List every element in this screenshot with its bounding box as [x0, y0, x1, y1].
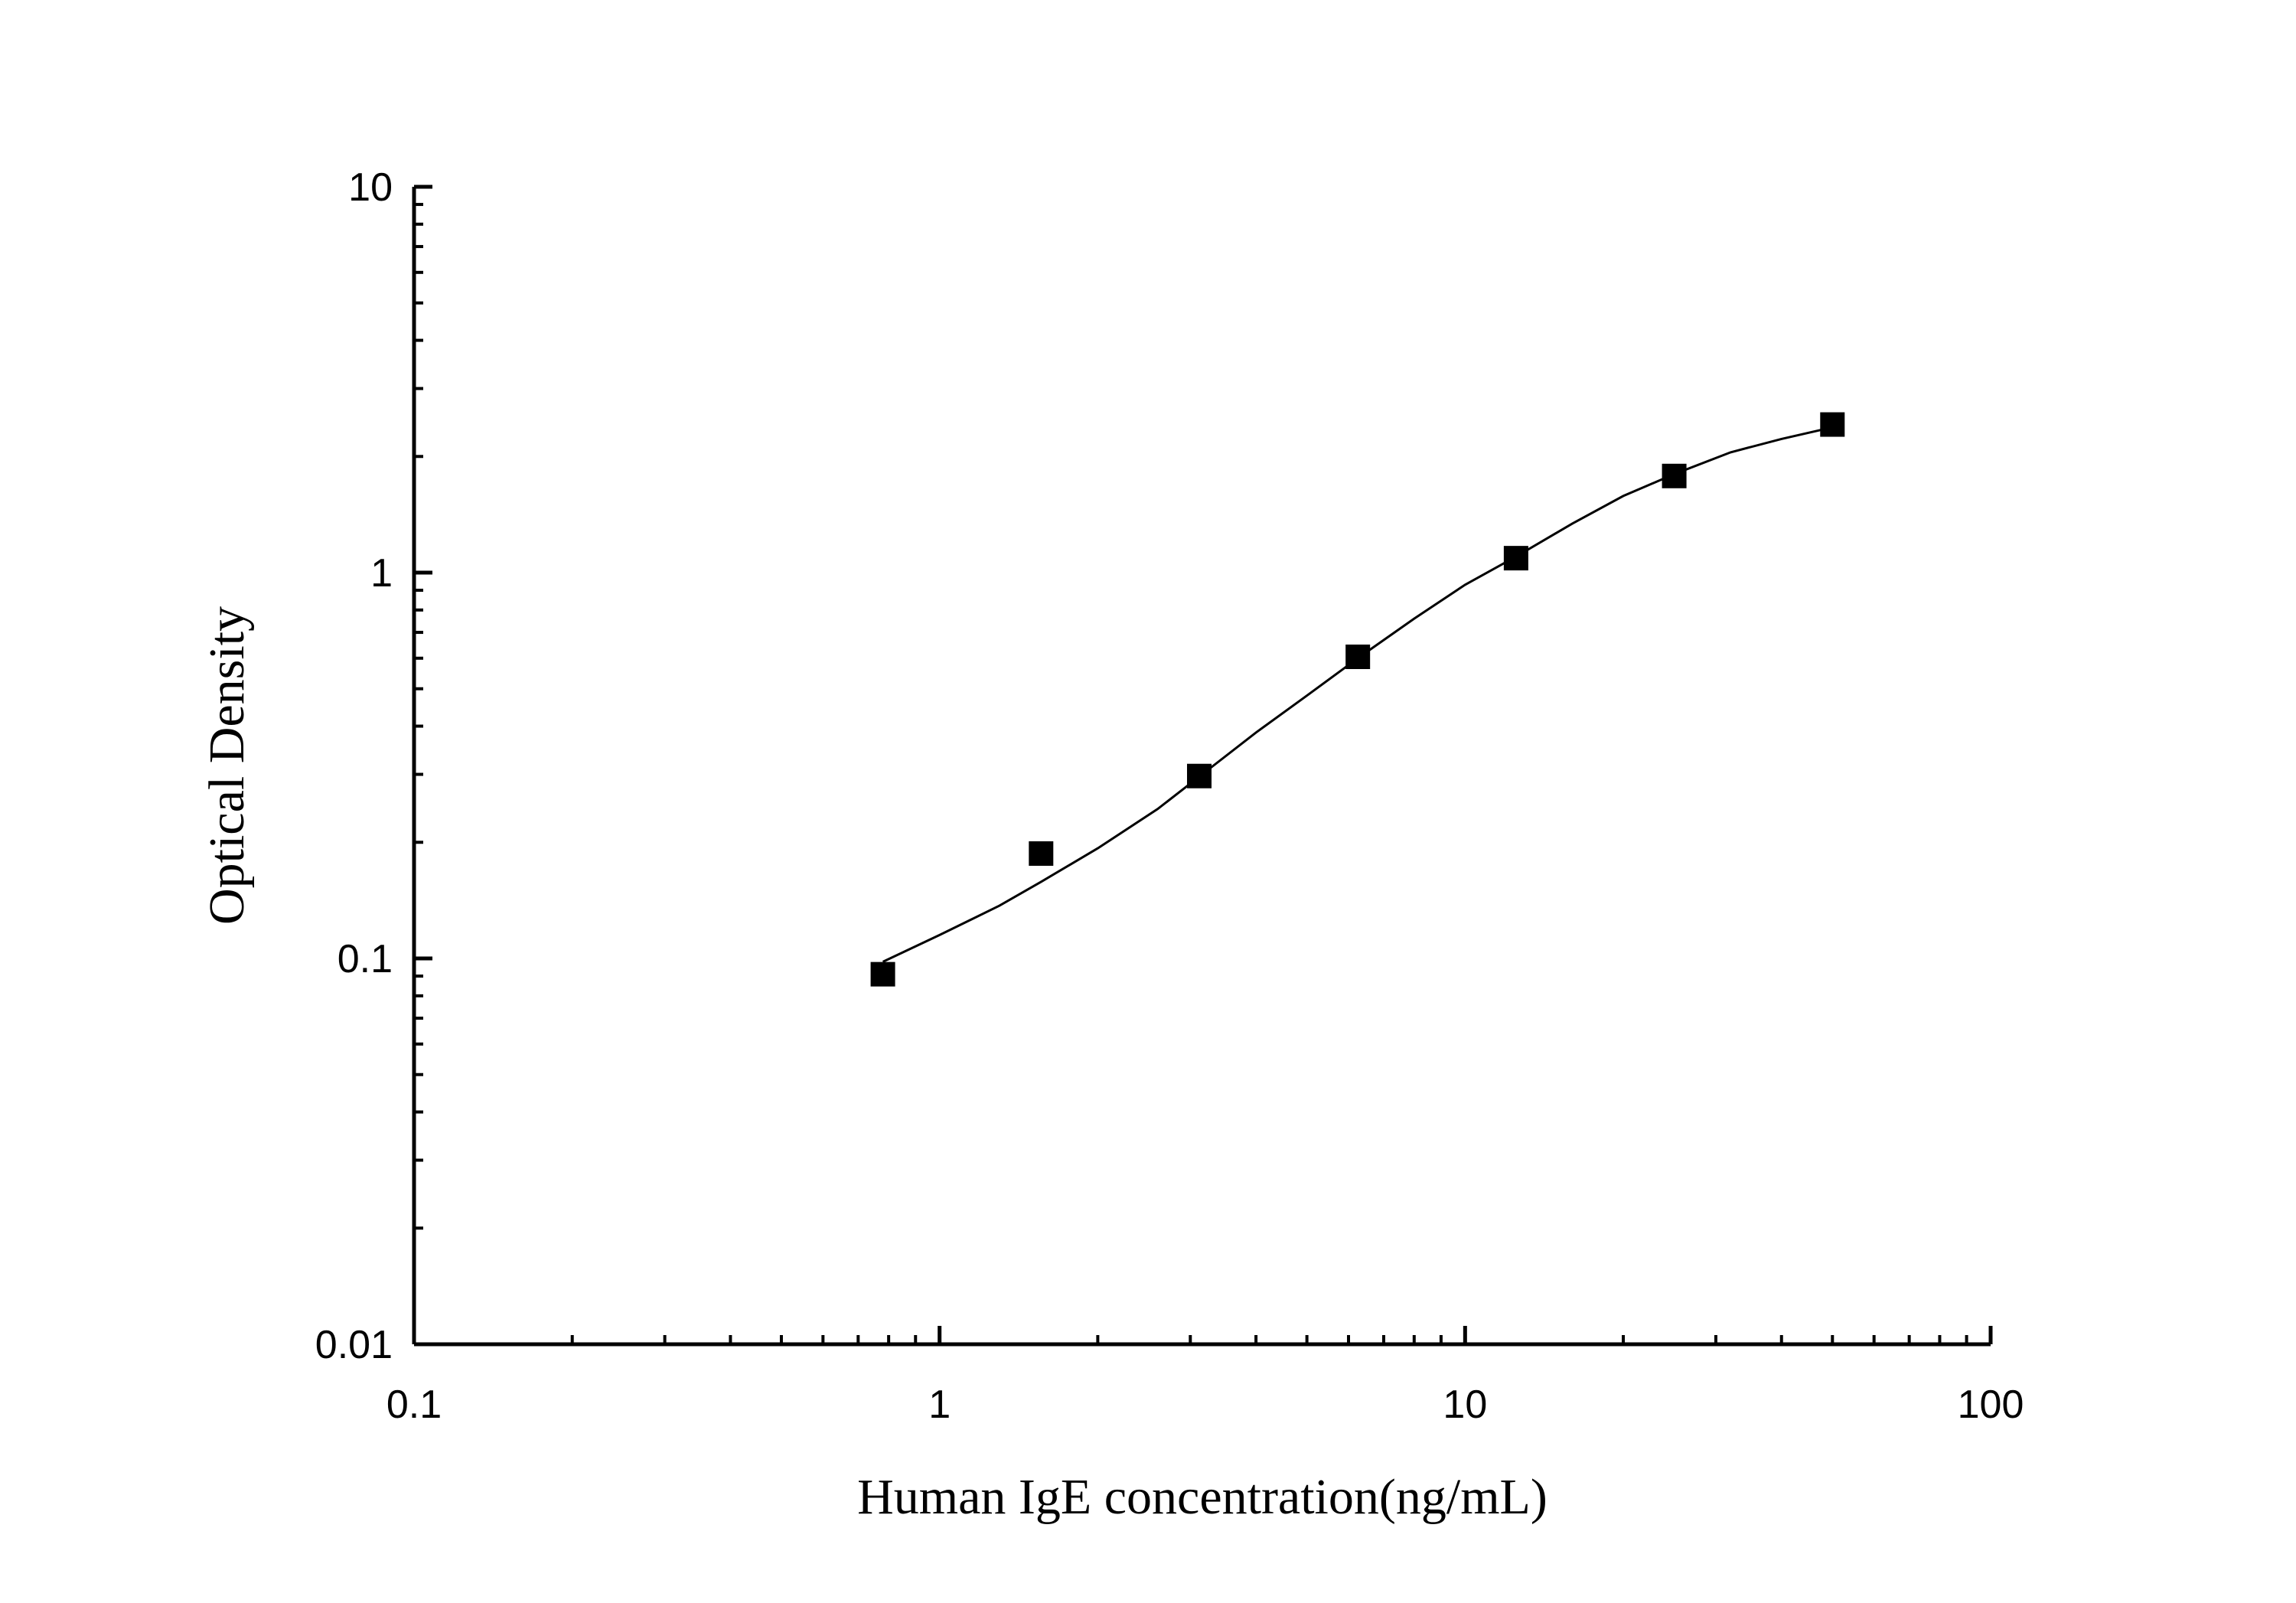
x-tick-label: 100	[1958, 1383, 2024, 1427]
x-axis-title: Human IgE concentration(ng/mL)	[857, 1469, 1548, 1525]
data-point	[1662, 463, 1687, 488]
y-axis-title: Optical Density	[199, 606, 255, 925]
fit-curve	[882, 426, 1833, 963]
y-tick-label: 0.1	[338, 937, 393, 981]
data-point	[1186, 763, 1212, 788]
tick-labels: 0.1 1 10 100 0.01 0.1 1 10	[315, 165, 2024, 1427]
y-tick-label: 10	[348, 165, 393, 210]
x-tick-label: 0.1	[386, 1383, 442, 1427]
data-point	[870, 961, 895, 987]
y-tick-label: 0.01	[315, 1323, 393, 1367]
data-point	[1345, 644, 1371, 669]
data-point	[1820, 412, 1845, 437]
x-tick-label: 10	[1443, 1383, 1487, 1427]
y-tick-label: 1	[370, 551, 393, 596]
data-points	[870, 412, 1845, 987]
x-tick-label: 1	[928, 1383, 951, 1427]
data-point	[1503, 546, 1528, 571]
data-point	[1029, 841, 1054, 866]
axes	[412, 187, 1991, 1347]
ticks	[412, 184, 1993, 1347]
